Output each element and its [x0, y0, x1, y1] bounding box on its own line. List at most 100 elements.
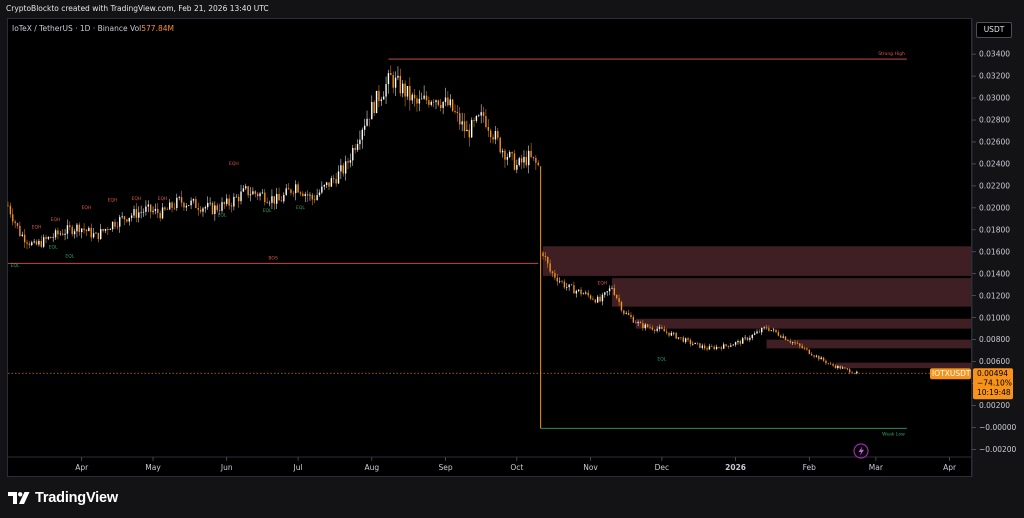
candle-body: [302, 193, 304, 197]
liquidity-marker: EQL: [11, 263, 20, 269]
time-tick-label: May: [145, 463, 161, 472]
price-tick-label: 0.02800: [979, 116, 1010, 125]
candle-body: [209, 202, 211, 204]
candle-body: [97, 232, 100, 240]
candle-body: [135, 209, 138, 218]
candle-body: [361, 129, 363, 140]
candle-body: [33, 241, 35, 243]
candle-body: [613, 288, 616, 295]
candle-body: [780, 335, 782, 338]
candle-body: [252, 191, 254, 195]
candle-body: [95, 232, 97, 234]
candle-body: [352, 147, 354, 161]
lightning-icon[interactable]: [853, 443, 869, 459]
candle-body: [378, 90, 380, 101]
price-tick-label: 0.00800: [979, 335, 1010, 344]
candle-body: [373, 101, 375, 114]
candle-body: [45, 237, 47, 239]
candle-body: [504, 150, 506, 160]
candle-body: [489, 130, 492, 138]
candle-body: [38, 240, 40, 245]
price-tick-label: 0.03200: [979, 72, 1010, 81]
candle-body: [259, 193, 261, 197]
candle-body: [523, 156, 525, 163]
candle-body: [323, 185, 325, 187]
candle-body: [50, 236, 52, 239]
candle-body: [271, 196, 273, 203]
candle-body: [399, 75, 402, 94]
currency-unit-button[interactable]: USDT: [976, 22, 1012, 38]
liquidity-marker: EQL: [65, 253, 74, 259]
candle-body: [501, 150, 504, 153]
candle-body: [90, 227, 92, 238]
candle-body: [601, 294, 604, 302]
candle-body: [573, 285, 575, 294]
candle-body: [637, 322, 639, 324]
candle-body: [311, 194, 314, 200]
candle-body: [518, 158, 520, 165]
candle-body: [154, 208, 157, 211]
candle-body: [375, 90, 378, 114]
candle-body: [202, 208, 204, 212]
structure-label: Weak Low: [882, 431, 905, 437]
price-tick-label: 0.02200: [979, 181, 1010, 190]
candle-body: [844, 367, 846, 369]
candle-body: [492, 137, 494, 140]
candle-body: [585, 292, 587, 294]
candle-body: [577, 289, 580, 291]
candle-body: [761, 328, 763, 333]
last-price-tag-group: IOTXUSDT 0.00494 −74.10% 10:19:48: [930, 368, 1013, 400]
price-tick-label: 0.02600: [979, 138, 1010, 147]
candle-body: [737, 340, 739, 343]
candle-body: [442, 101, 444, 108]
time-tick-label: Oct: [510, 463, 523, 472]
volume-label: Vol: [130, 24, 142, 33]
tradingview-logo[interactable]: TradingView: [8, 489, 118, 507]
candle-body: [558, 281, 561, 282]
candle-body: [796, 343, 799, 344]
candle-body: [404, 83, 406, 97]
candle-body: [171, 202, 173, 208]
price-tick-label: 0.00200: [979, 401, 1010, 410]
candle-body: [166, 209, 169, 211]
liquidity-marker: EQL: [218, 213, 227, 219]
currency-unit-label: USDT: [983, 25, 1005, 34]
candle-body: [475, 116, 478, 121]
candle-body: [12, 214, 14, 222]
candle-body: [770, 330, 772, 331]
candle-body: [473, 120, 475, 121]
candle-body: [437, 100, 440, 105]
candle-body: [73, 231, 76, 235]
candle-body: [104, 229, 107, 231]
candle-body: [316, 195, 318, 201]
price-tick-label: 0.01200: [979, 291, 1010, 300]
candle-body: [226, 198, 228, 204]
candle-body: [830, 363, 832, 365]
candle-body: [794, 342, 796, 344]
candle-body: [451, 99, 454, 111]
candle-body: [214, 205, 216, 215]
candle-body: [123, 216, 126, 220]
candle-body: [266, 202, 268, 203]
candle-body: [392, 75, 394, 88]
candle-body: [554, 273, 556, 278]
candle-body: [616, 294, 618, 299]
candle-body: [520, 158, 523, 163]
candle-body: [223, 202, 226, 204]
time-tick-label: Apr: [943, 463, 957, 472]
candle-body: [344, 161, 347, 174]
candle-body: [856, 371, 858, 374]
candle-body: [335, 179, 337, 184]
candle-body: [133, 209, 135, 216]
candle-body: [775, 329, 777, 333]
candle-body: [765, 327, 768, 329]
symbol-info[interactable]: IoTeX / TetherUS · 1D · Binance: [12, 24, 128, 33]
candle-body: [394, 77, 397, 88]
candle-body: [59, 233, 62, 235]
price-tick-label: 0.01600: [979, 247, 1010, 256]
candle-body: [199, 209, 202, 212]
candle-body: [425, 95, 428, 101]
candle-body: [7, 205, 9, 207]
candle-body: [256, 193, 259, 197]
